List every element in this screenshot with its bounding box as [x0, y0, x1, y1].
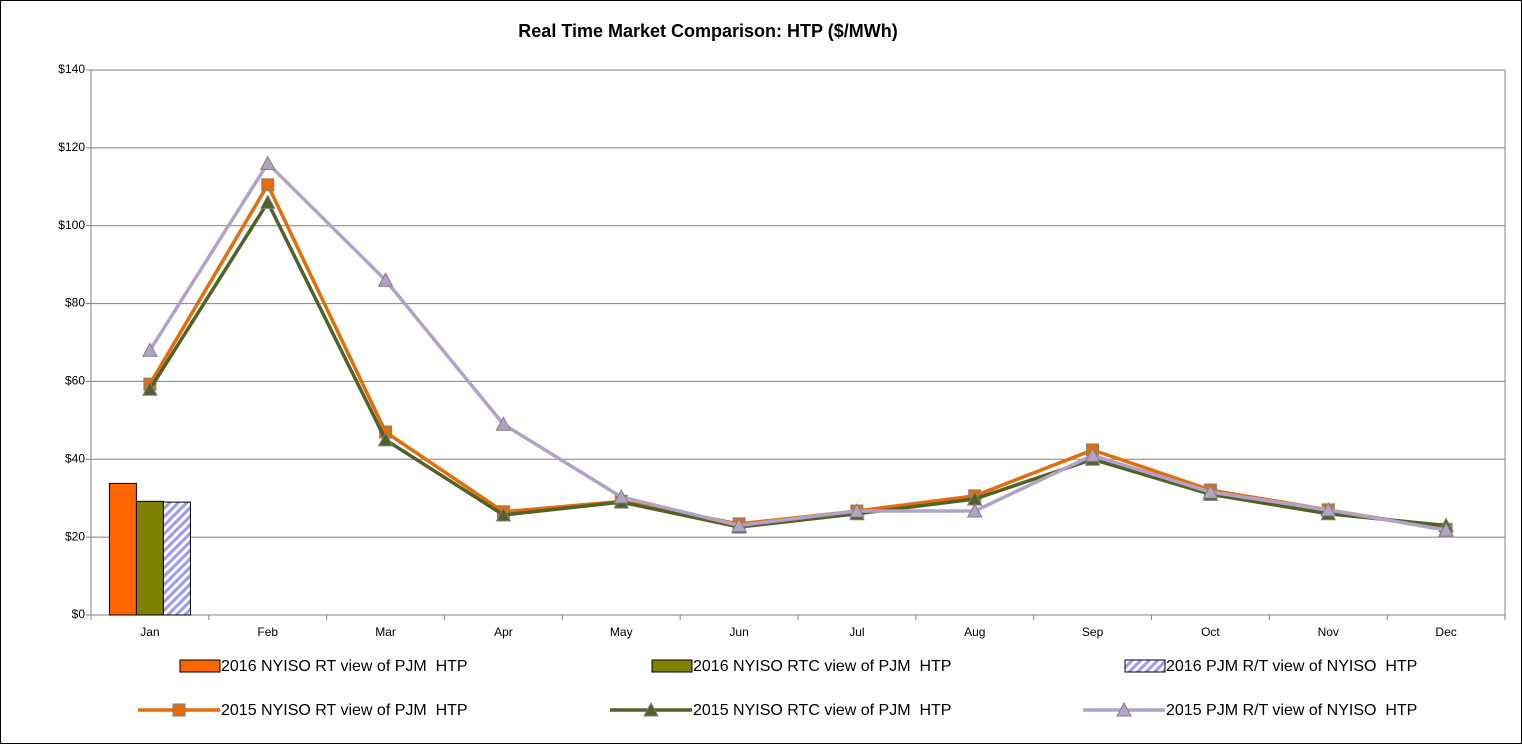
line-marker [495, 416, 512, 431]
legend-swatch [179, 659, 221, 673]
legend-swatch [1124, 659, 1166, 673]
y-tick-label: $60 [65, 374, 85, 388]
line-marker [613, 488, 630, 504]
x-tick-label: Mar [375, 625, 396, 639]
chart-title: Real Time Market Comparison: HTP ($/MWh) [518, 21, 897, 41]
y-tick-label: $40 [65, 451, 85, 465]
x-tick-label: May [610, 625, 633, 639]
y-tick-label: $0 [72, 607, 86, 621]
line-marker [731, 517, 747, 532]
line [148, 198, 1447, 529]
legend-marker [172, 703, 186, 717]
x-tick-label: Oct [1201, 625, 1220, 639]
y-tick-label: $100 [58, 218, 85, 232]
legend-label: 2015 NYISO RT view of PJM HTP [221, 702, 468, 719]
legend-label: 2016 NYISO RTC view of PJM HTP [693, 658, 951, 675]
plot-area [90, 69, 1506, 616]
legend-marker [1116, 701, 1132, 717]
x-tick-label: Jan [140, 625, 159, 639]
legend-marker [643, 701, 659, 717]
legend-swatch [651, 659, 693, 673]
legend-label: 2016 PJM R/T view of NYISO HTP [1166, 658, 1417, 675]
x-tick-label: Apr [494, 625, 513, 639]
line-marker [1202, 483, 1219, 499]
line-marker [495, 506, 512, 522]
x-tick-label: Nov [1318, 625, 1339, 639]
x-tick-label: Sep [1082, 625, 1104, 639]
y-tick-label: $80 [65, 296, 85, 310]
line-marker [1438, 522, 1454, 537]
line-marker [377, 431, 394, 447]
legend-label: 2015 PJM R/T view of NYISO HTP [1166, 702, 1417, 719]
x-tick-label: Jul [849, 625, 864, 639]
bar [108, 482, 137, 616]
legend-label: 2016 NYISO RT view of PJM HTP [221, 658, 468, 675]
line-marker [1320, 501, 1337, 517]
line-marker [259, 155, 276, 170]
line-marker [1084, 447, 1101, 462]
y-tick-label: $120 [58, 140, 85, 154]
bar [162, 501, 191, 616]
line-marker [259, 194, 276, 209]
x-tick-label: Feb [257, 625, 278, 639]
y-tick-label: $20 [65, 529, 85, 543]
line-marker [377, 272, 394, 287]
y-tick-label: $140 [58, 62, 85, 76]
x-tick-label: Aug [964, 625, 985, 639]
bar [135, 500, 164, 616]
legend-label: 2015 NYISO RTC view of PJM HTP [693, 702, 951, 719]
line-marker [261, 178, 275, 192]
line-marker [966, 503, 983, 518]
x-tick-label: Dec [1435, 625, 1456, 639]
line-marker [849, 503, 865, 518]
line-marker [142, 342, 158, 357]
line [148, 160, 1447, 532]
line-marker [142, 381, 158, 396]
x-tick-label: Jun [729, 625, 748, 639]
